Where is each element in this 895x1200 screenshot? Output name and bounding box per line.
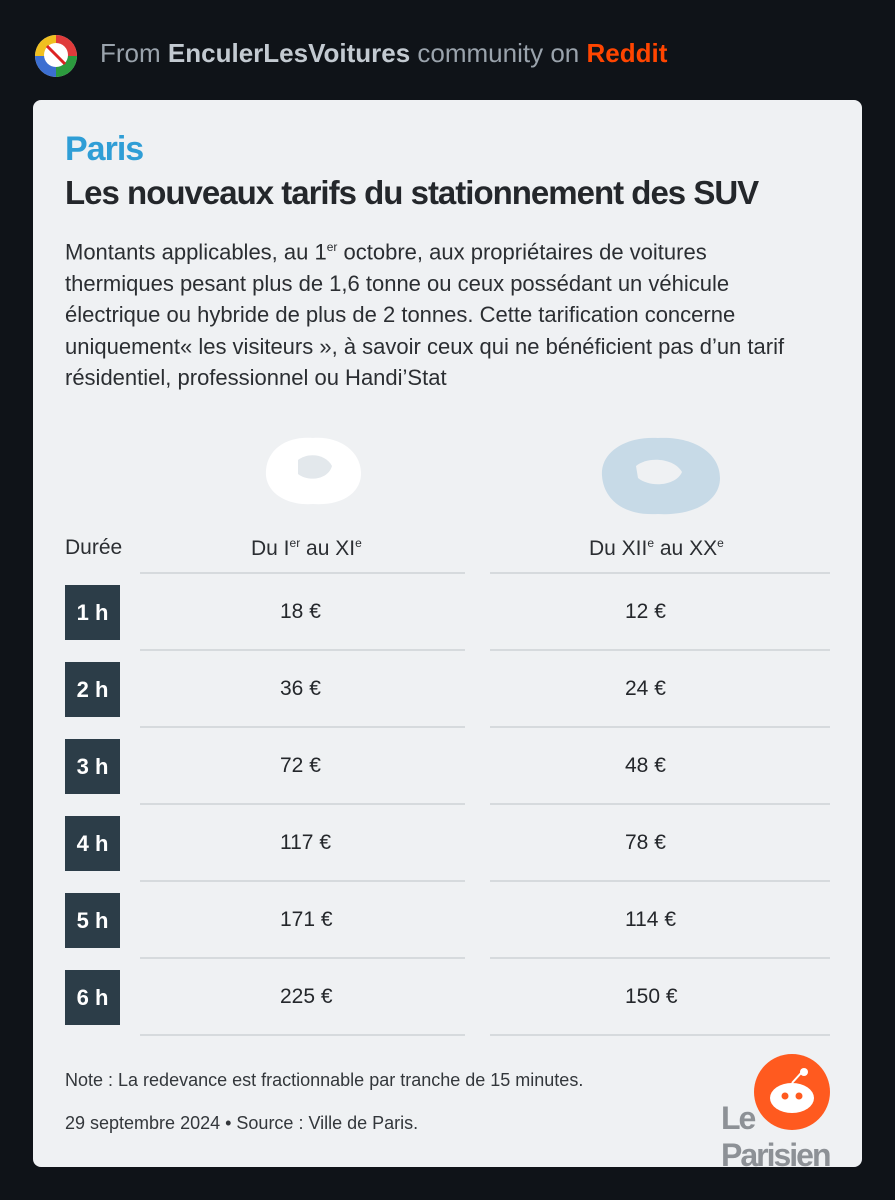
duration-label: 3 h xyxy=(65,739,120,794)
price: 78 € xyxy=(625,831,666,854)
note: Note : La redevance est fractionnable pa… xyxy=(65,1070,584,1090)
embed-header: From EnculerLesVoitures community on Red… xyxy=(100,38,667,69)
kicker: Paris xyxy=(65,130,144,168)
row-rule xyxy=(490,803,830,805)
row-rule xyxy=(140,957,465,959)
superscript: e xyxy=(647,536,655,550)
map-center xyxy=(265,437,362,505)
text-part: au XI xyxy=(300,537,356,560)
logo: Le Parisien xyxy=(721,1100,832,1173)
price: 114 € xyxy=(625,908,676,931)
row-rule xyxy=(490,726,830,728)
price: 171 € xyxy=(280,908,333,931)
map-outer xyxy=(601,437,720,515)
price: 150 € xyxy=(625,985,678,1008)
row-rule xyxy=(490,649,830,651)
price: 72 € xyxy=(280,754,321,777)
site-link[interactable]: Reddit xyxy=(586,38,668,68)
price: 48 € xyxy=(625,754,666,777)
price: 18 € xyxy=(280,600,321,623)
price: 117 € xyxy=(280,831,331,854)
duration-label: 4 h xyxy=(65,816,120,871)
row-rule xyxy=(140,649,465,651)
duration-label: 5 h xyxy=(65,893,120,948)
superscript: er xyxy=(289,536,301,550)
infographic-card: Paris Les nouveaux tarifs du stationneme… xyxy=(33,100,862,1173)
row-rule xyxy=(490,572,830,574)
price: 24 € xyxy=(625,677,666,700)
duration-label: 6 h xyxy=(65,970,120,1025)
row-rule xyxy=(140,572,465,574)
middle: community on xyxy=(417,38,580,68)
row-rule xyxy=(140,803,465,805)
text-part: Du XII xyxy=(589,537,648,560)
column-header: Du Ier au XIe xyxy=(251,536,362,561)
text-part: au XX xyxy=(654,537,718,560)
community-link[interactable]: EnculerLesVoitures xyxy=(167,38,411,68)
duration-label: 2 h xyxy=(65,662,120,717)
text-part: Montants applicables, au 1 xyxy=(65,239,327,265)
prefix: From xyxy=(100,38,161,68)
superscript: e xyxy=(355,536,362,550)
price: 36 € xyxy=(280,677,321,700)
superscript: e xyxy=(717,536,724,550)
column-header: Durée xyxy=(65,536,122,560)
row-rule xyxy=(490,1034,830,1036)
row-rule xyxy=(140,880,465,882)
community-icon xyxy=(35,35,77,77)
text-part: Durée xyxy=(65,536,123,559)
source: 29 septembre 2024 • Source : Ville de Pa… xyxy=(65,1113,419,1133)
duration-label: 1 h xyxy=(65,585,120,640)
price: 12 € xyxy=(625,600,666,623)
row-rule xyxy=(490,957,830,959)
text-part: Du I xyxy=(251,537,290,560)
description: Montants applicables, au 1er octobre, au… xyxy=(65,232,800,394)
superscript: er xyxy=(326,240,338,254)
text-part: octobre, aux propriétaires de voitures t… xyxy=(65,239,785,391)
title: Les nouveaux tarifs du stationnement des… xyxy=(65,174,759,211)
column-header: Du XIIe au XXe xyxy=(589,536,724,561)
price: 225 € xyxy=(280,985,333,1008)
row-rule xyxy=(140,726,465,728)
row-rule xyxy=(490,880,830,882)
row-rule xyxy=(140,1034,465,1036)
reddit-badge[interactable] xyxy=(752,1052,832,1132)
